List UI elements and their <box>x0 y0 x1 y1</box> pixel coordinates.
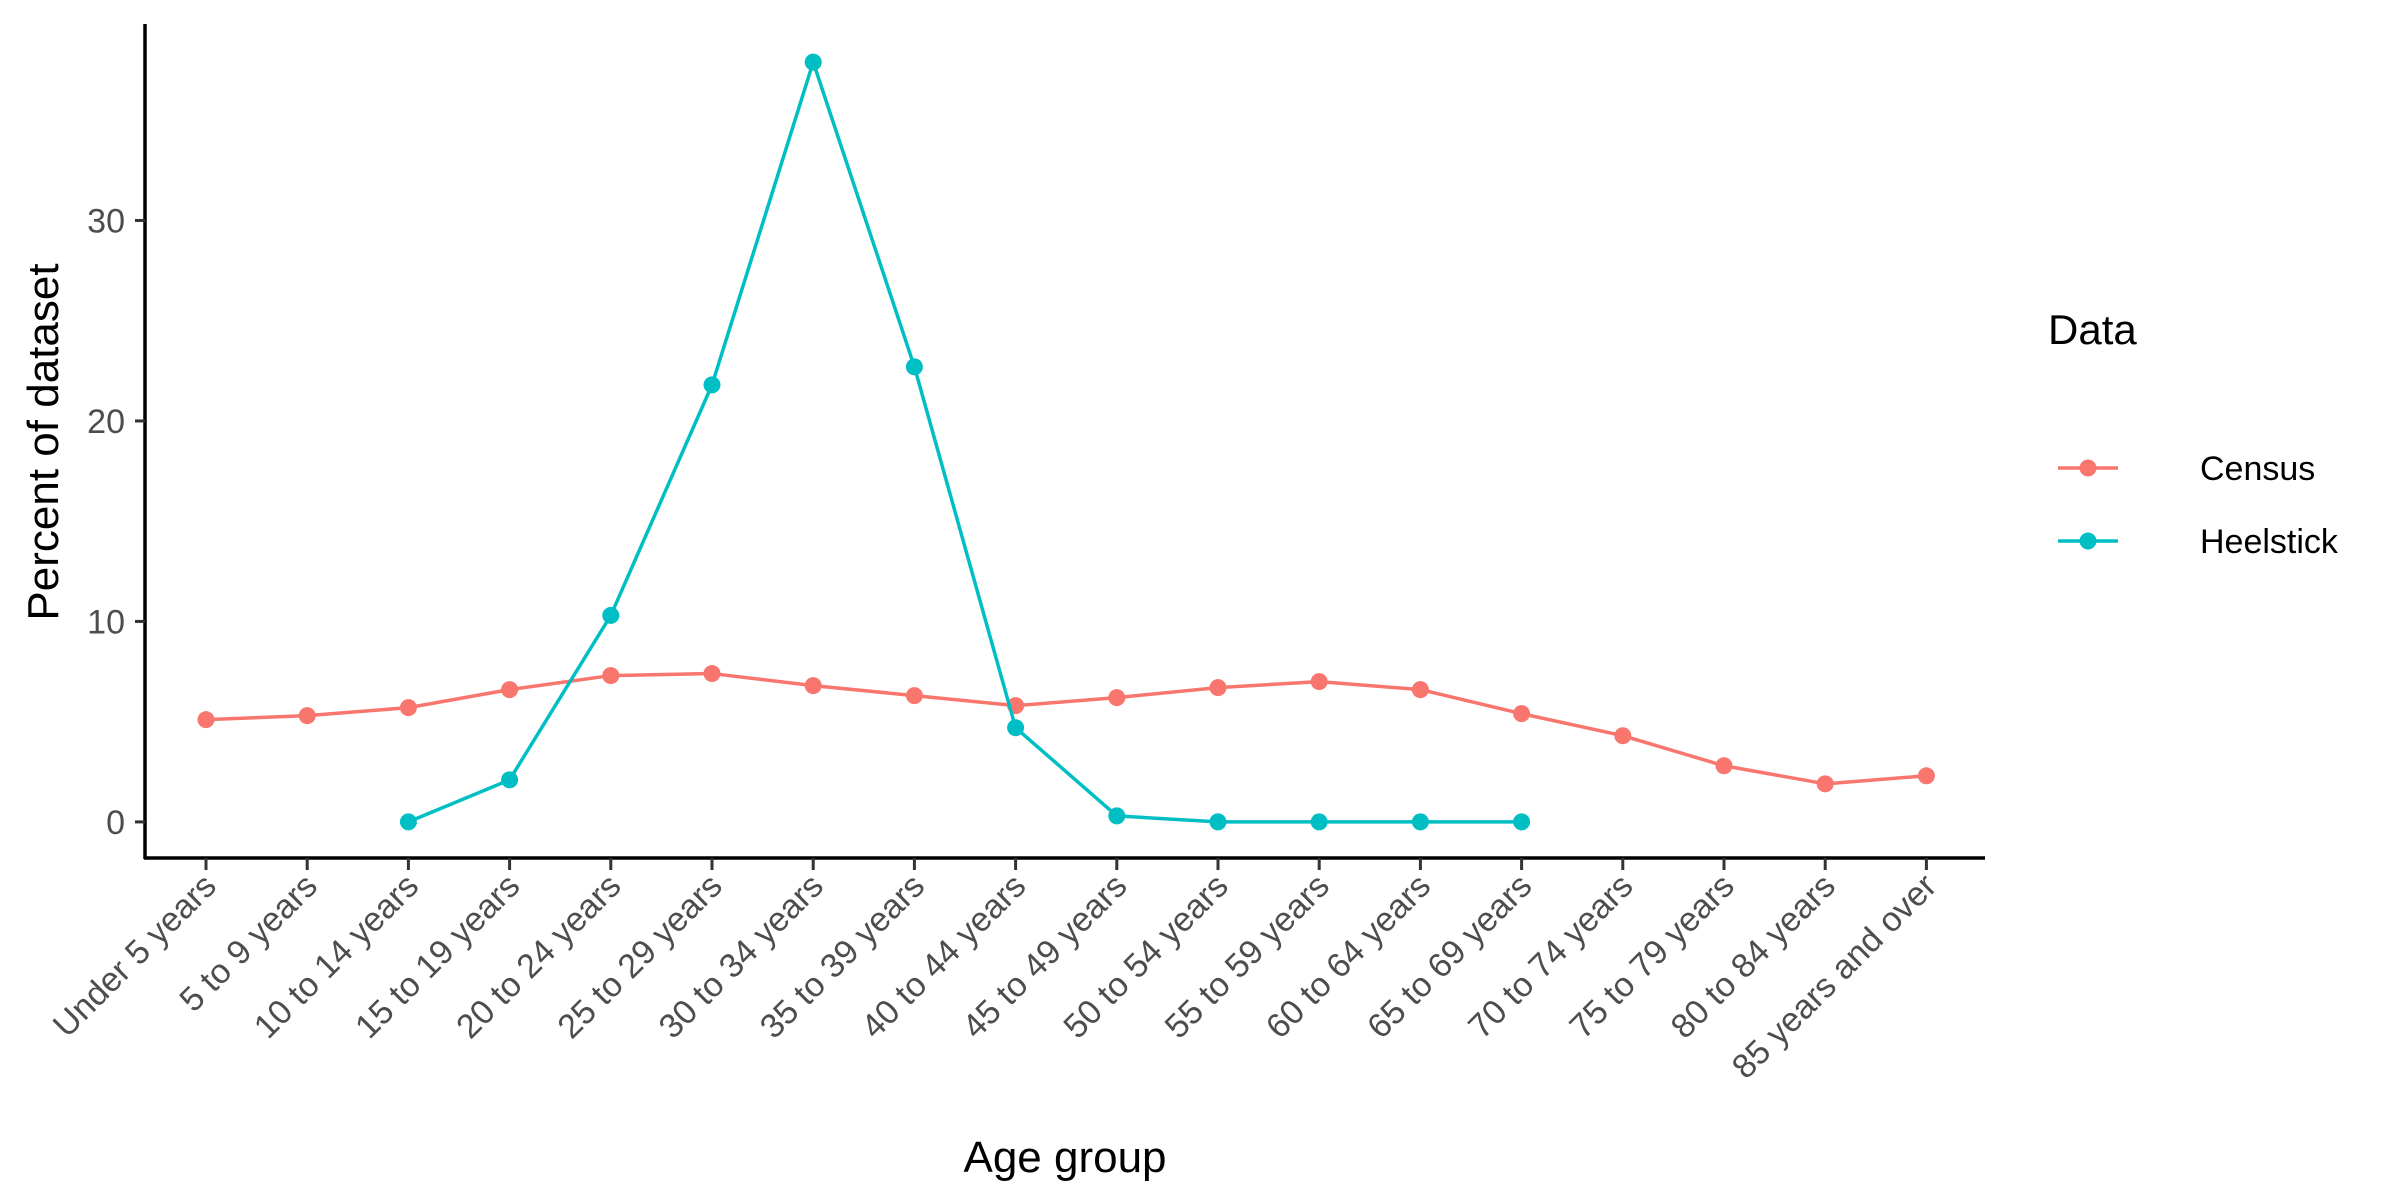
data-point <box>602 667 620 685</box>
data-point <box>1108 689 1126 707</box>
series-census <box>197 665 1935 793</box>
data-point <box>1513 705 1531 723</box>
data-point <box>1108 807 1126 825</box>
data-point <box>197 711 215 729</box>
series-line <box>407 60 1522 824</box>
data-point <box>1715 757 1733 775</box>
data-point <box>1007 719 1025 737</box>
series-line <box>205 671 1927 786</box>
data-point <box>1816 775 1834 793</box>
data-point <box>602 606 620 624</box>
legend: Data Census Heelstick <box>2048 306 2339 561</box>
legend-item-heelstick: Heelstick <box>2058 523 2339 561</box>
y-tick-label: 30 <box>87 202 125 240</box>
legend-label: Heelstick <box>2200 523 2339 561</box>
y-tick-label: 20 <box>87 403 125 441</box>
data-point <box>1411 681 1429 699</box>
legend-label: Census <box>2200 450 2315 488</box>
data-point <box>501 771 519 789</box>
data-point <box>1917 767 1935 785</box>
legend-key-point <box>2079 532 2097 550</box>
data-point <box>1209 813 1227 831</box>
data-point <box>804 53 822 71</box>
data-point <box>703 665 721 683</box>
data-point <box>905 687 923 705</box>
x-axis-title: Age group <box>963 1133 1166 1182</box>
data-point <box>1614 727 1632 745</box>
legend-key-point <box>2079 459 2097 477</box>
y-axis-title: Percent of dataset <box>19 263 68 620</box>
legend-title: Data <box>2048 306 2137 353</box>
data-point <box>501 681 519 699</box>
data-point <box>399 813 417 831</box>
plot-area <box>197 53 1935 831</box>
data-point <box>399 699 417 717</box>
y-tick-label: 0 <box>106 804 125 842</box>
data-point <box>905 358 923 376</box>
y-axis: 0 10 20 30 <box>87 24 147 859</box>
y-tick-label: 10 <box>87 603 125 641</box>
data-point <box>1310 673 1328 691</box>
data-point <box>1209 679 1227 697</box>
data-point <box>703 376 721 394</box>
data-point <box>1411 813 1429 831</box>
legend-item-census: Census <box>2058 450 2315 488</box>
series-heelstick <box>399 53 1531 831</box>
data-point <box>1513 813 1531 831</box>
data-point <box>804 677 822 695</box>
data-point <box>1310 813 1328 831</box>
data-point <box>298 707 316 725</box>
